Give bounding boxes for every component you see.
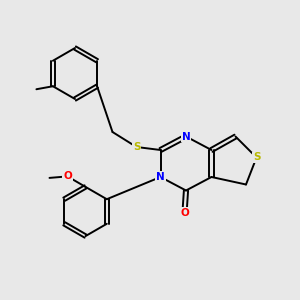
Text: N: N xyxy=(156,172,165,182)
Text: N: N xyxy=(182,131,190,142)
Text: S: S xyxy=(133,142,140,152)
Text: S: S xyxy=(253,152,260,163)
Text: O: O xyxy=(180,208,189,218)
Text: O: O xyxy=(63,171,72,182)
